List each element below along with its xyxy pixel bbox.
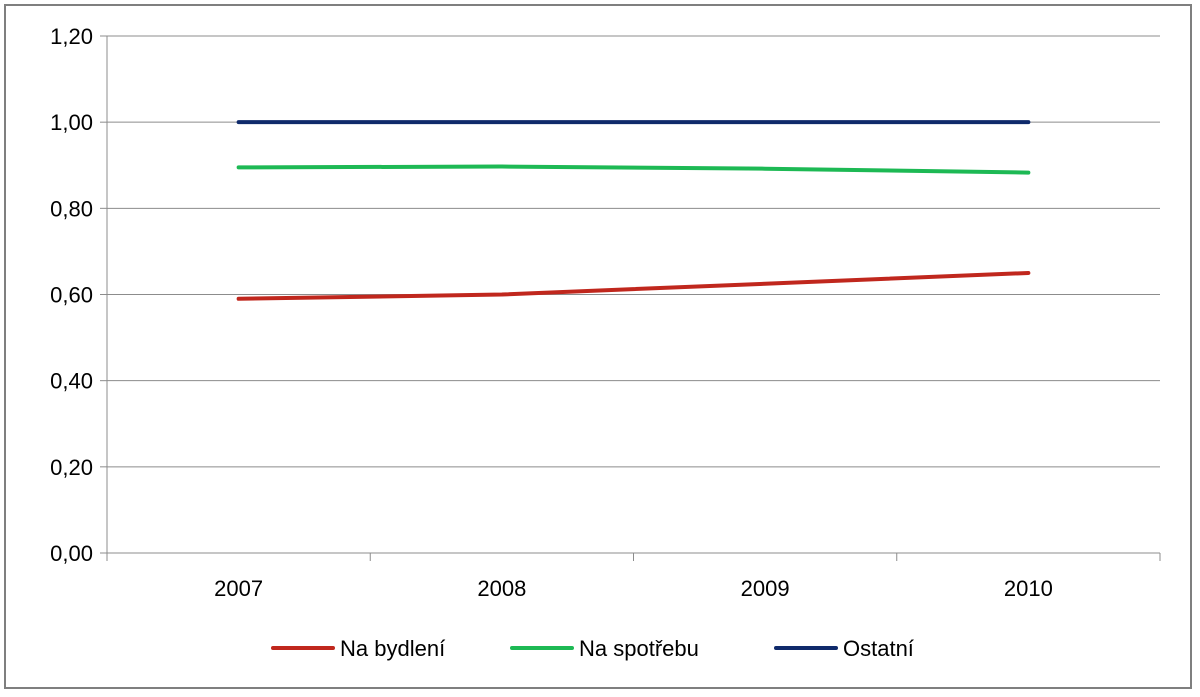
y-tick-label: 0,60 [50,283,93,308]
legend-label: Na spotřebu [579,636,699,661]
y-tick-label: 0,40 [50,369,93,394]
y-tick-label: 1,20 [50,24,93,49]
legend-label: Ostatní [843,636,914,661]
y-tick-label: 0,20 [50,455,93,480]
axes [100,35,1161,561]
series-line-1 [236,270,1031,301]
grid-lines [107,35,1160,468]
x-tick-labels: 2007 2008 2009 2010 [214,576,1053,601]
y-tick-labels: 0,00 0,20 0,40 0,60 0,80 1,00 1,20 [50,24,93,566]
y-tick-label: 0,00 [50,541,93,566]
legend-label: Na bydlení [340,636,445,661]
x-tick-label: 2010 [1004,576,1053,601]
x-tick-label: 2009 [741,576,790,601]
series-lines [236,120,1031,301]
y-tick-label: 1,00 [50,110,93,135]
legend: Na bydlení Na spotřebu Ostatní [271,636,914,661]
x-tick-label: 2008 [477,576,526,601]
y-tick-label: 0,80 [50,196,93,221]
chart-frame [4,4,1192,689]
series-line-2 [236,164,1031,175]
x-tick-label: 2007 [214,576,263,601]
